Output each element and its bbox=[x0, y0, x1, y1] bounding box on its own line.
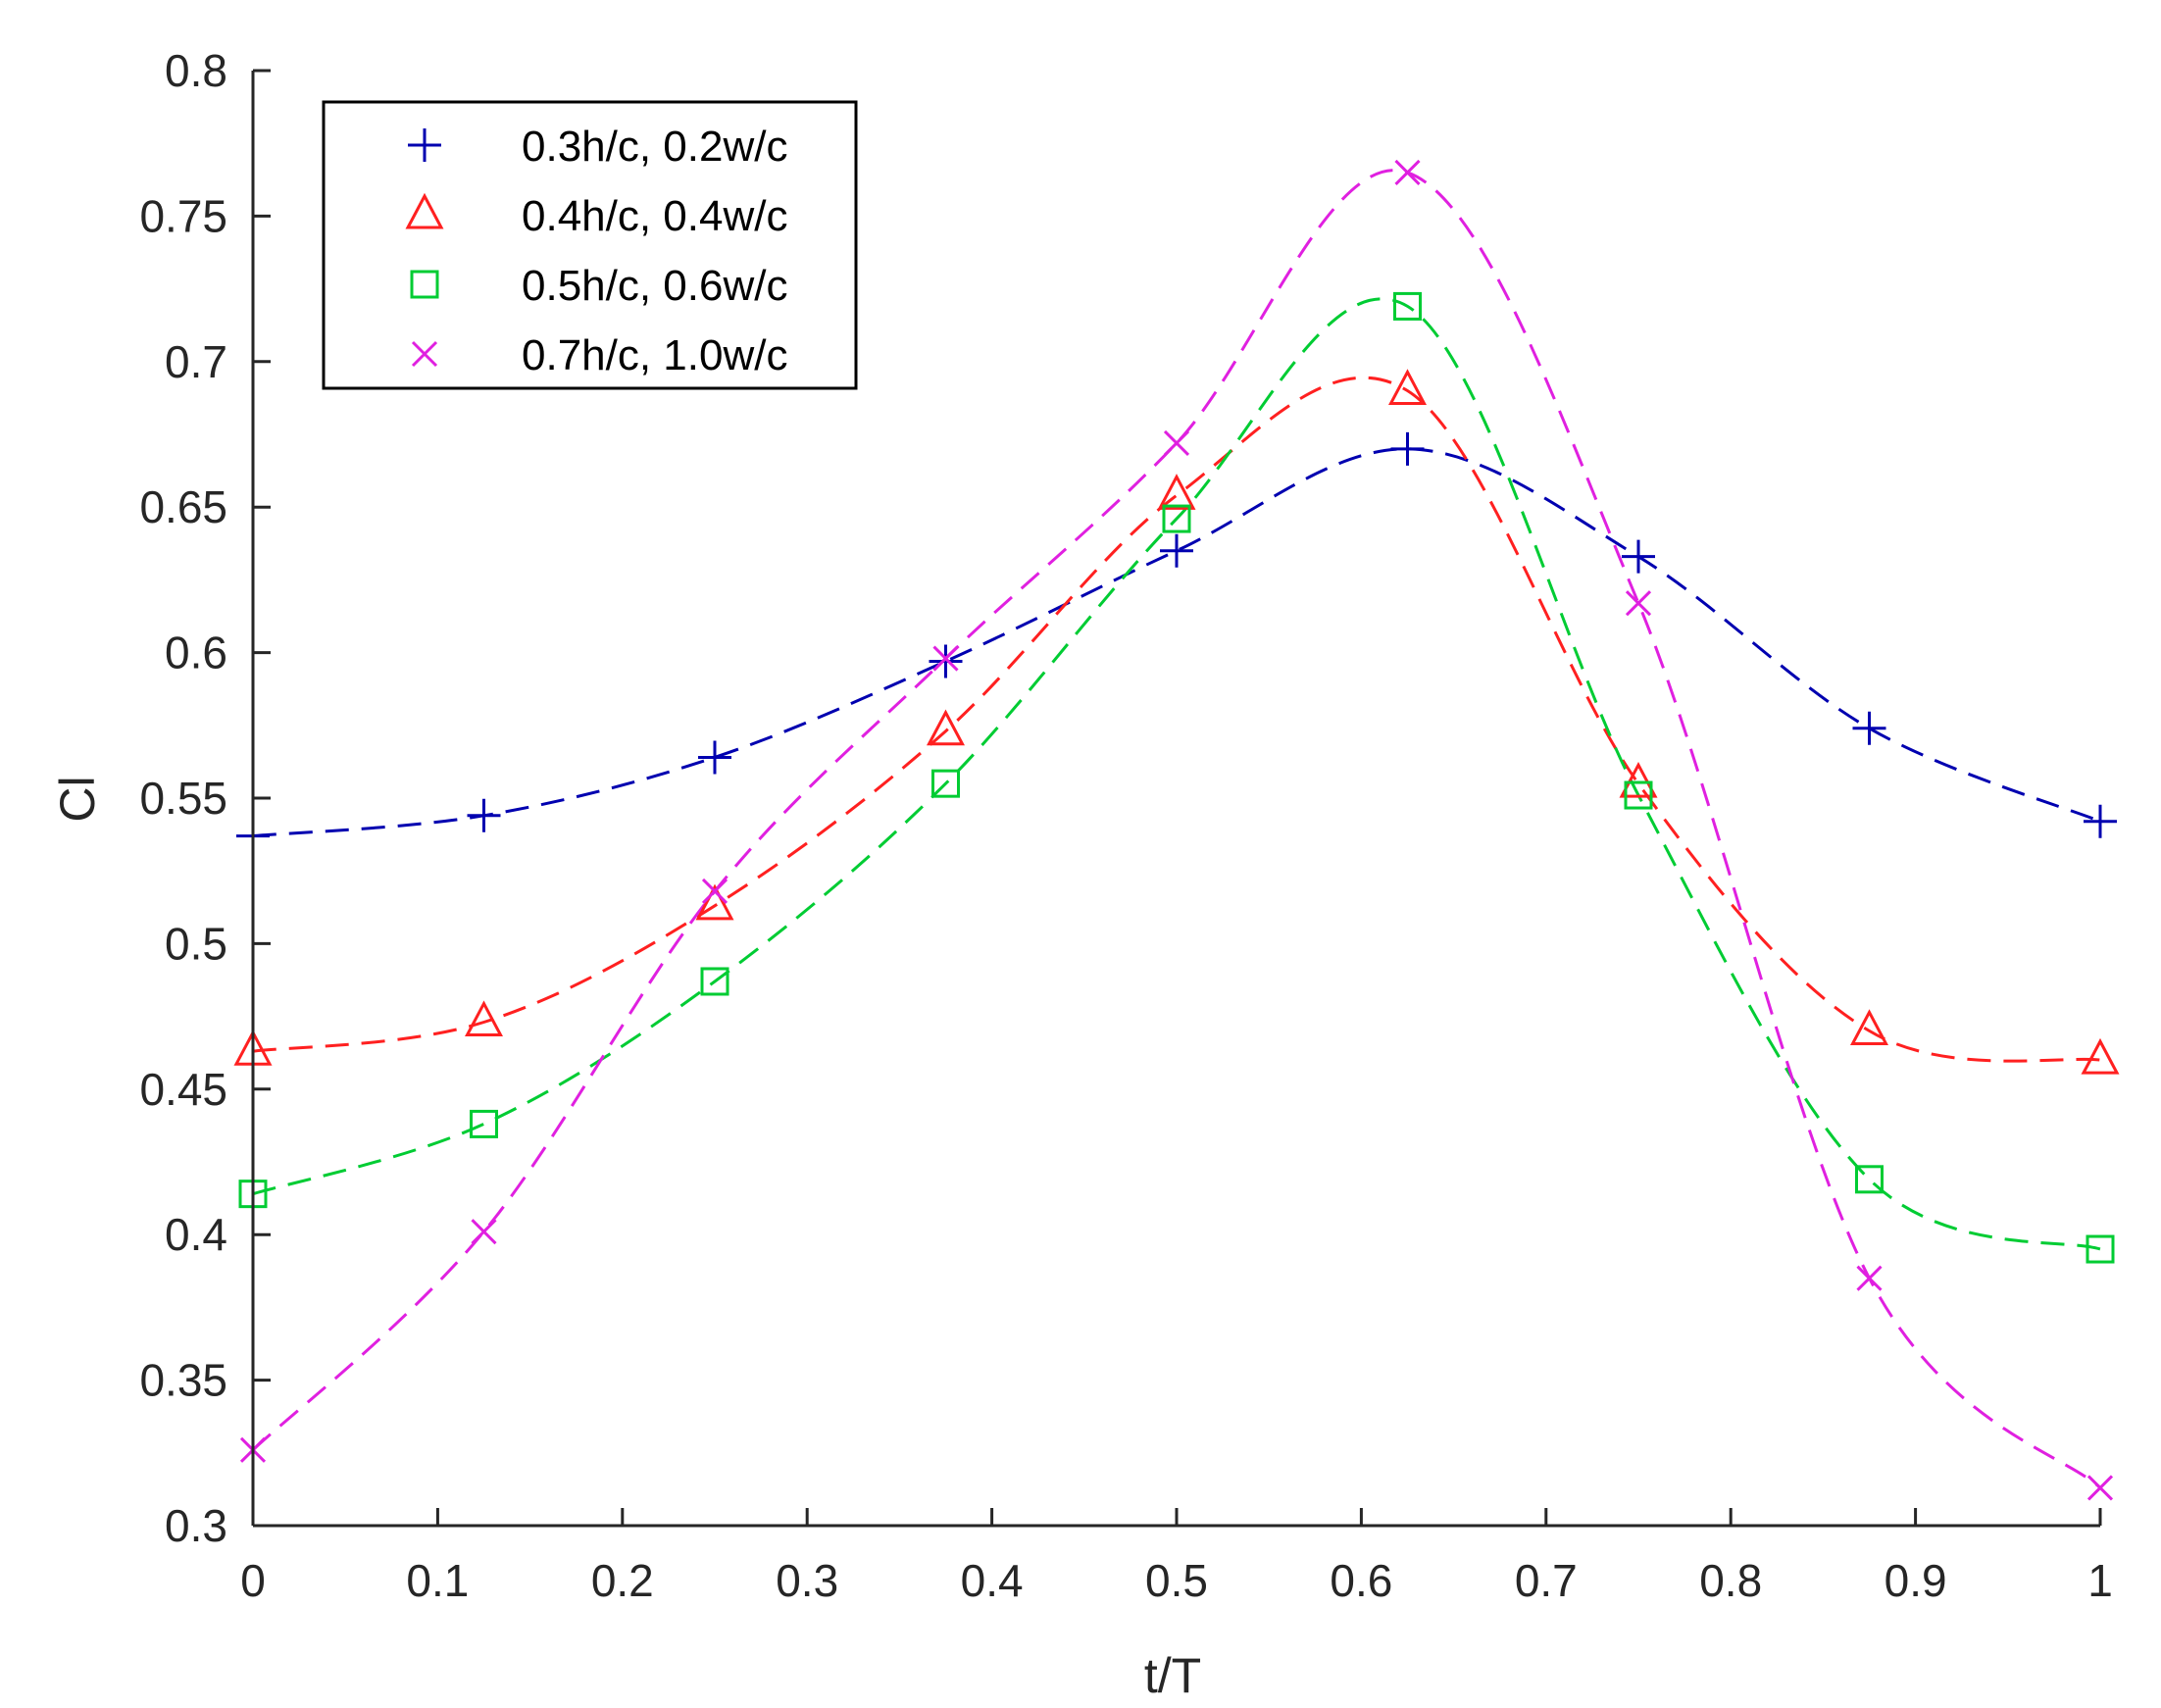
legend-marker-0-7h-c-1-0w-c bbox=[411, 340, 438, 368]
y-tick-label: 0.65 bbox=[139, 481, 227, 532]
series-line-2 bbox=[252, 376, 2101, 1063]
data-point-s2-7 bbox=[1619, 761, 1658, 798]
legend-marker-0-5h-c-0-6w-c bbox=[410, 270, 439, 299]
data-point-s2-6 bbox=[1388, 369, 1427, 405]
data-point-s3-3 bbox=[700, 967, 729, 996]
series-line-1 bbox=[252, 447, 2101, 838]
x-tick-label: 0.7 bbox=[1515, 1555, 1578, 1606]
legend-label-0-7h-c-1-0w-c: 0.7h/c, 1.0w/c bbox=[522, 331, 787, 379]
x-axis-ticks: 0 0.1 0.2 0.3 0.4 0.5 0.6 0.7 0.8 0.9 1 bbox=[240, 1508, 2113, 1606]
y-tick-label: 0.8 bbox=[165, 45, 227, 96]
data-point-s4-3 bbox=[701, 878, 729, 905]
legend-marker-0-4h-c-0-4w-c bbox=[405, 192, 444, 229]
y-tick-label: 0.7 bbox=[165, 336, 227, 387]
data-point-s4-8 bbox=[1856, 1265, 1883, 1291]
data-point-s4-6 bbox=[1394, 159, 1421, 185]
x-tick-label: 0.9 bbox=[1885, 1555, 1947, 1606]
data-point-s4-4 bbox=[932, 645, 959, 672]
y-axis-title: Cl bbox=[50, 776, 105, 822]
y-tick-label: 0.35 bbox=[139, 1355, 227, 1406]
data-point-s2-2 bbox=[465, 1000, 503, 1037]
x-tick-label: 1 bbox=[2087, 1555, 2113, 1606]
y-tick-label: 0.4 bbox=[165, 1209, 227, 1260]
x-tick-label: 0.3 bbox=[776, 1555, 838, 1606]
x-tick-label: 0.8 bbox=[1699, 1555, 1762, 1606]
y-tick-label: 0.45 bbox=[139, 1064, 227, 1115]
data-point-s3-6 bbox=[1393, 291, 1422, 321]
series-line-4 bbox=[251, 169, 2102, 1489]
data-point-s3-9 bbox=[2086, 1234, 2115, 1264]
legend-marker-0-3h-c-0-2w-c bbox=[408, 128, 441, 162]
x-tick-label: 0.4 bbox=[961, 1555, 1024, 1606]
data-point-s1-2 bbox=[467, 798, 501, 832]
x-tick-label: 0.6 bbox=[1330, 1555, 1392, 1606]
data-point-s1-7 bbox=[1622, 539, 1655, 574]
data-point-s2-5 bbox=[1157, 474, 1196, 510]
data-point-s1-4 bbox=[929, 644, 963, 678]
series-markers bbox=[233, 159, 2120, 1501]
data-point-s2-4 bbox=[927, 709, 965, 746]
data-point-s3-7 bbox=[1624, 780, 1653, 810]
data-point-s2-3 bbox=[695, 883, 734, 921]
x-tick-label: 0.2 bbox=[591, 1555, 654, 1606]
data-point-s4-2 bbox=[471, 1219, 497, 1245]
y-tick-label: 0.75 bbox=[139, 190, 227, 241]
y-axis-ticks: 0.3 0.35 0.4 0.45 0.5 0.55 0.6 0.65 0.7 0.75 0.8 bbox=[139, 45, 271, 1551]
y-tick-label: 0.6 bbox=[165, 628, 227, 678]
legend-label-0-4h-c-0-4w-c: 0.4h/c, 0.4w/c bbox=[522, 192, 787, 240]
series-line-3 bbox=[252, 297, 2101, 1251]
x-axis-title: t/T bbox=[1144, 1648, 1201, 1703]
data-point-s4-5 bbox=[1163, 429, 1190, 456]
data-point-s1-9 bbox=[2084, 804, 2117, 838]
data-point-s4-9 bbox=[2086, 1475, 2114, 1501]
data-point-s3-8 bbox=[1855, 1165, 1884, 1194]
series-curves bbox=[251, 169, 2102, 1489]
y-tick-label: 0.3 bbox=[165, 1500, 227, 1551]
data-point-s2-8 bbox=[1850, 1009, 1888, 1045]
legend-label-0-3h-c-0-2w-c: 0.3h/c, 0.2w/c bbox=[522, 123, 787, 171]
data-point-s3-2 bbox=[470, 1109, 498, 1138]
legend-box bbox=[322, 100, 858, 390]
data-point-s1-8 bbox=[1852, 711, 1886, 745]
data-point-s1-5 bbox=[1160, 533, 1193, 568]
data-point-s3-4 bbox=[931, 769, 960, 798]
data-point-s2-9 bbox=[2081, 1037, 2120, 1075]
data-point-s3-5 bbox=[1162, 504, 1191, 533]
x-tick-label: 0 bbox=[240, 1555, 266, 1606]
legend: 0.3h/c, 0.2w/c 0.4h/c, 0.4w/c 0.5h/c, 0.6w… bbox=[322, 100, 858, 390]
y-tick-label: 0.55 bbox=[139, 773, 227, 824]
data-point-s1-6 bbox=[1390, 431, 1425, 466]
legend-label-0-5h-c-0-6w-c: 0.5h/c, 0.6w/c bbox=[522, 262, 787, 310]
x-tick-label: 0.1 bbox=[406, 1555, 469, 1606]
x-tick-label: 0.5 bbox=[1145, 1555, 1208, 1606]
y-tick-label: 0.5 bbox=[165, 918, 227, 969]
data-point-s1-3 bbox=[698, 740, 731, 775]
data-point-s4-7 bbox=[1625, 590, 1652, 617]
